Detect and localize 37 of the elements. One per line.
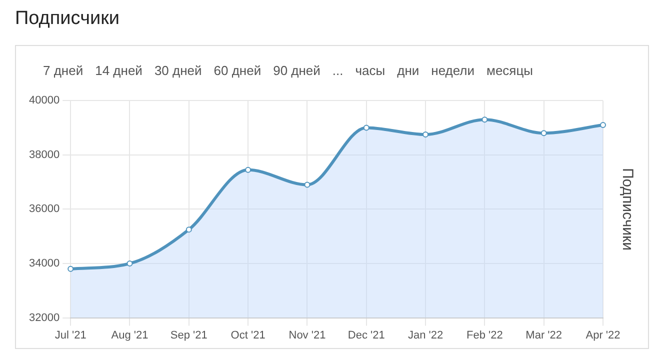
point: [304, 182, 310, 188]
point: [186, 226, 192, 233]
y-tick-label: 40000: [28, 94, 60, 107]
text: 60 дней: [212, 62, 262, 80]
y-tick-label: 32000: [28, 312, 60, 324]
x-tick-label: Mar '22: [526, 329, 562, 342]
text: месяцы: [486, 62, 534, 80]
x-tick-label: Aug '21: [111, 329, 148, 342]
text: 30 дней: [153, 62, 203, 80]
text: ...: [331, 62, 344, 80]
point: [363, 124, 370, 131]
y-tick-label: 34000: [28, 258, 60, 270]
text: часы: [354, 62, 386, 80]
y-tick-label: 38000: [28, 148, 60, 161]
point: [245, 166, 252, 173]
x-tick-label: Sep '21: [170, 329, 208, 342]
x-tick-label: Jul '21: [54, 329, 86, 342]
text: 7 дней: [42, 62, 84, 80]
point: [482, 116, 488, 123]
point: [126, 260, 133, 266]
text: 90 дней: [272, 62, 322, 80]
y-axis-title: Подписчики: [618, 168, 636, 250]
text: 14 дней: [94, 62, 144, 80]
x-tick-label: Dec '21: [348, 329, 385, 342]
point: [422, 132, 429, 138]
chart-title: Подписчики: [15, 8, 120, 30]
y-tick-label: 36000: [28, 203, 60, 216]
x-tick-label: Nov '21: [288, 329, 326, 342]
text: дни: [396, 62, 420, 80]
point: [540, 130, 547, 136]
x-tick-label: Oct '21: [230, 329, 266, 342]
x-tick-label: Apr '22: [586, 329, 620, 342]
text: недели: [430, 62, 476, 80]
x-tick-label: Jan '22: [408, 329, 444, 342]
point: [68, 266, 74, 272]
x-tick-label: Feb '22: [466, 329, 503, 342]
point: [600, 122, 606, 128]
